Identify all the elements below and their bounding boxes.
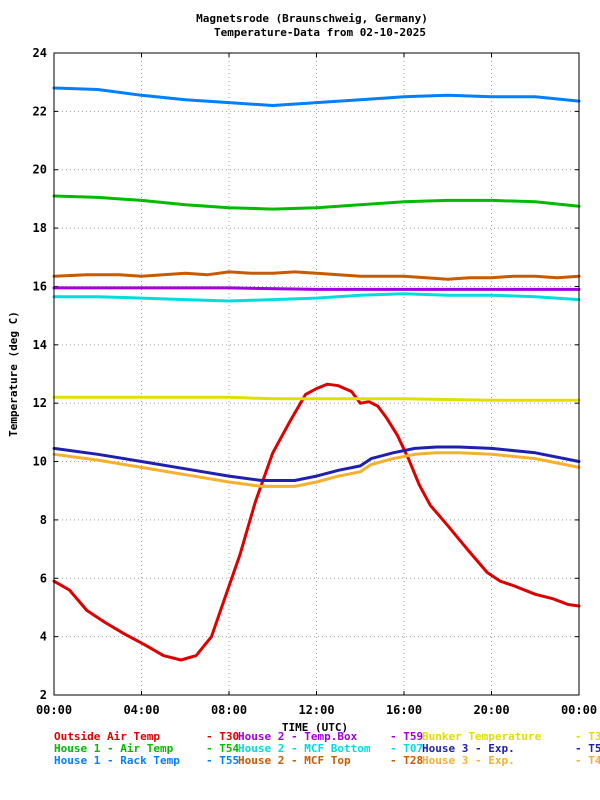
series-line-t28 <box>52 270 581 281</box>
legend-entry-name: House 2 - Temp.Box <box>238 730 358 743</box>
legend-entry-code: - T59 <box>390 730 423 743</box>
series-line-t55 <box>52 86 581 107</box>
series-line-t51 <box>52 445 581 482</box>
x-tick-label: 04:00 <box>123 703 159 717</box>
legend-entry-code: - T07 <box>390 742 423 755</box>
legend-entry-code: - T31 <box>575 730 600 743</box>
y-tick-label: 10 <box>33 455 47 469</box>
series-line-t30 <box>52 382 581 662</box>
legend-entry-code: - T49 <box>575 754 600 767</box>
x-tick-label: 20:00 <box>473 703 509 717</box>
y-tick-label: 18 <box>33 221 47 235</box>
legend-entry-name: Outside Air Temp <box>54 730 160 743</box>
grid <box>54 53 579 695</box>
x-tick-label: 00:00 <box>36 703 72 717</box>
y-tick-label: 4 <box>40 630 47 644</box>
legend-entry-name: Bunker Temperature <box>422 730 542 743</box>
x-tick-label: 16:00 <box>386 703 422 717</box>
legend-entry-code: - T51 <box>575 742 600 755</box>
series-lines <box>52 86 581 662</box>
x-axis-label: TIME (UTC) <box>282 721 348 734</box>
y-tick-label: 2 <box>40 688 47 702</box>
y-tick-label: 12 <box>33 396 47 410</box>
legend-entry-name: House 1 - Air Temp <box>54 742 174 755</box>
x-axis-ticks: 00:00 04:00 08:00 12:00 16:00 20:00 00:00 <box>36 53 597 717</box>
x-tick-label: 12:00 <box>298 703 334 717</box>
x-tick-label: 00:00 <box>561 703 597 717</box>
legend-entry-code: - T54 <box>206 742 239 755</box>
y-tick-label: 20 <box>33 163 47 177</box>
series-line-t49 <box>52 451 581 488</box>
y-tick-label: 8 <box>40 513 47 527</box>
y-tick-label: 6 <box>40 571 47 585</box>
legend-entry-name: House 3 - Exp. <box>422 742 515 755</box>
series-line-t07 <box>52 292 581 303</box>
y-tick-label: 22 <box>33 104 47 118</box>
chart-title: Magnetsrode (Braunschweig, Germany) <box>196 12 428 25</box>
y-axis-label: Temperature (deg C) <box>7 311 20 437</box>
legend-entry-name: House 3 - Exp. <box>422 754 515 767</box>
series-line-t59 <box>52 286 581 291</box>
legend-entry-name: House 1 - Rack Temp <box>54 754 180 767</box>
y-tick-label: 24 <box>33 46 47 60</box>
series-line-t31 <box>52 395 581 402</box>
legend-entry-code: - T28 <box>390 754 423 767</box>
series-line-t54 <box>52 194 581 211</box>
legend-entry-code: - T30 <box>206 730 239 743</box>
chart-subtitle: Temperature-Data from 02-10-2025 <box>214 26 426 39</box>
legend-entry-name: House 2 - MCF Top <box>238 754 351 767</box>
legend-entry-name: House 2 - MCF Bottom <box>238 742 371 755</box>
plot-frame <box>53 52 580 696</box>
x-tick-label: 08:00 <box>211 703 247 717</box>
y-tick-label: 14 <box>33 338 47 352</box>
legend-entry-code: - T55 <box>206 754 239 767</box>
y-tick-label: 16 <box>33 279 47 293</box>
